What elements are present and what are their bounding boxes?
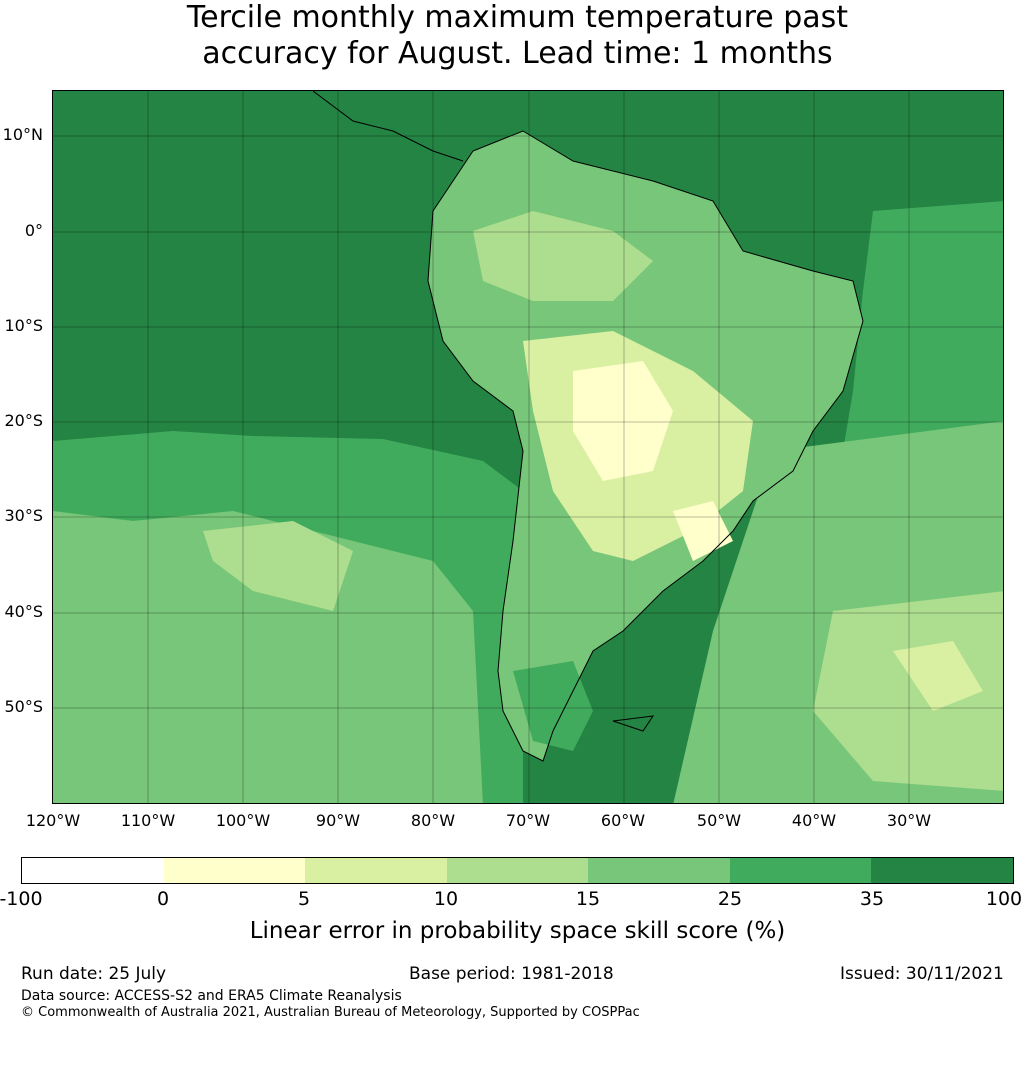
colorbar [21,857,1014,884]
south-atlantic-patch [813,591,1003,791]
pacific-patch [203,521,353,611]
central-america-coastline [312,91,464,162]
colorbar-segment [446,858,589,883]
lon-label-60w: 60°W [600,811,646,830]
title-line-2: accuracy for August. Lead time: 1 months [202,36,833,71]
north-region-patch [473,211,653,301]
coastline [427,130,864,762]
lon-label-90w: 90°W [315,811,361,830]
falkland-islands [612,715,655,732]
colorbar-tick: 100 [985,888,1023,910]
graticule [53,91,1003,803]
colorbar-segment [588,858,730,883]
colorbar-segment [871,858,1014,883]
data-source: Data source: ACCESS-S2 and ERA5 Climate … [21,988,402,1004]
lon-label-40w: 40°W [791,811,837,830]
atlantic-light-patch [893,641,983,711]
map-title: Tercile monthly maximum temperature past… [0,0,1035,72]
colorbar-tick: 10 [433,888,459,910]
run-date: Run date: 25 July [21,964,167,984]
colorbar-tick: -100 [0,888,43,910]
colorbar-tick: 0 [156,888,170,910]
copyright-notice: © Commonwealth of Australia 2021, Austra… [21,1005,640,1020]
lon-label-70w: 70°W [505,811,551,830]
interior-highest-band [573,361,673,481]
lon-label-80w: 80°W [410,811,456,830]
colorbar-segment [163,858,306,883]
colorbar-tick: 5 [297,888,311,910]
lat-label-10n: 10°N [2,125,43,144]
colorbar-segment [729,858,872,883]
base-period: Base period: 1981-2018 [409,964,614,984]
colorbar-label: Linear error in probability space skill … [249,918,786,944]
lat-label-50s: 50°S [4,697,43,716]
lon-label-30w: 30°W [886,811,932,830]
lat-label-40s: 40°S [4,602,43,621]
lat-label-20s: 20°S [4,411,43,430]
lon-label-120w: 120°W [25,811,81,830]
map-canvas [53,91,1003,803]
lon-label-50w: 50°W [696,811,742,830]
south-pacific-lower-band [53,511,483,803]
lat-label-10s: 10°S [4,316,43,335]
lon-label-110w: 110°W [120,811,176,830]
skill-score-map [52,90,1004,804]
patagonia-patch [513,661,593,751]
colorbar-segment [305,858,447,883]
colorbar-tick: 25 [717,888,743,910]
lat-label-0: 0° [24,221,43,240]
lon-label-100w: 100°W [215,811,271,830]
title-line-1: Tercile monthly maximum temperature past [186,0,849,35]
lat-label-30s: 30°S [4,506,43,525]
colorbar-segment [22,858,164,883]
issued-date: Issued: 30/11/2021 [840,964,1004,984]
colorbar-tick: 15 [575,888,601,910]
colorbar-tick: 35 [859,888,885,910]
